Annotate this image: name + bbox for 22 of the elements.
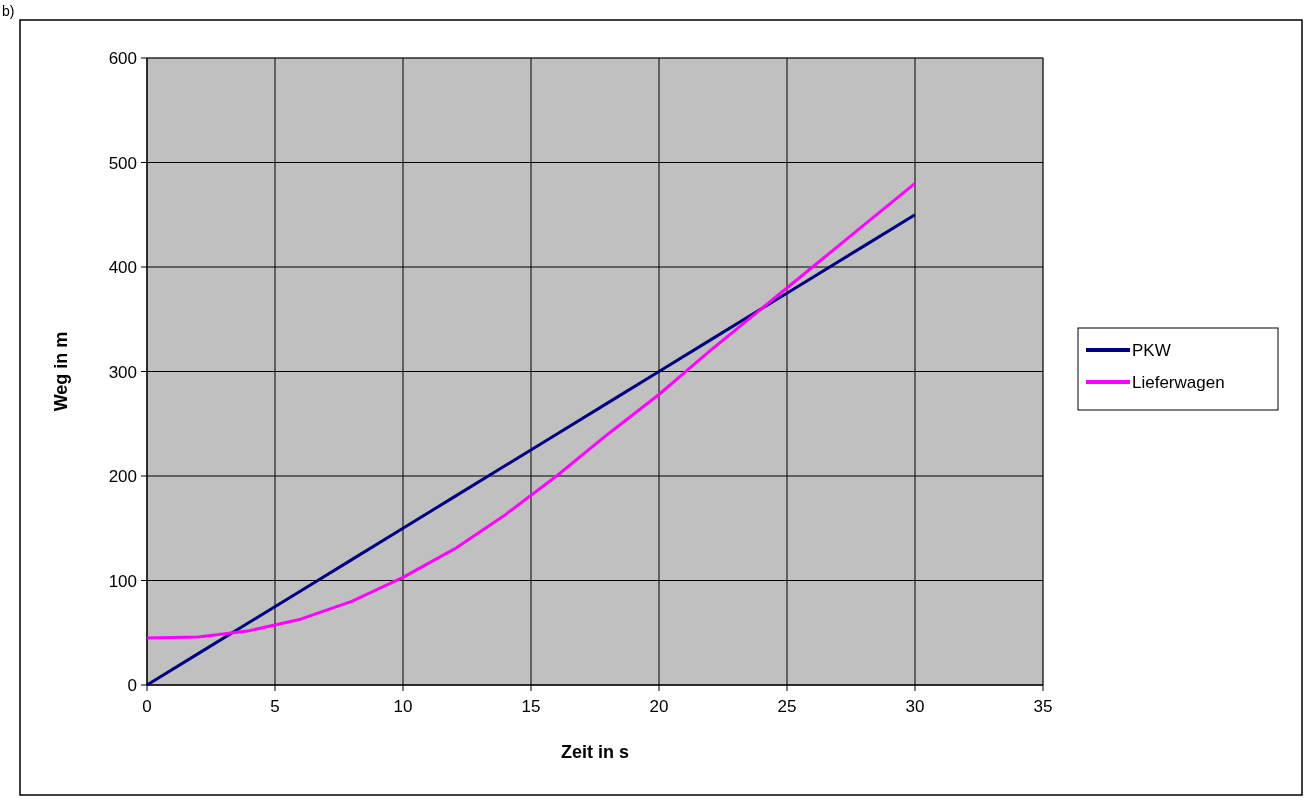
y-tick-label: 300: [108, 362, 137, 382]
x-axis-title: Zeit in s: [560, 742, 630, 762]
x-tick-label: 35: [1033, 697, 1053, 716]
x-tick-label: 5: [270, 697, 280, 716]
line-series: [145, 213, 917, 687]
y-tick-label: 0: [127, 676, 137, 695]
x-tick-label: 30: [905, 697, 925, 716]
x-tick-label: 10: [393, 697, 413, 716]
legend-label: PKW: [1132, 341, 1171, 360]
legend-label: Lieferwagen: [1132, 373, 1225, 392]
text: b): [2, 3, 15, 19]
y-tick-label: 400: [108, 258, 137, 277]
y-tick-label: 200: [108, 467, 137, 486]
x-tick-label: 20: [649, 697, 669, 716]
x-tick-label: 25: [777, 697, 797, 716]
y-tick-label: 500: [108, 153, 137, 173]
line-series: [145, 181, 917, 640]
y-tick-label: 100: [108, 571, 137, 591]
y-axis-title: Weg in m: [51, 331, 71, 412]
x-tick-label: 15: [521, 697, 541, 716]
y-tick-label: 600: [108, 49, 137, 68]
x-tick-label: 0: [142, 697, 152, 716]
